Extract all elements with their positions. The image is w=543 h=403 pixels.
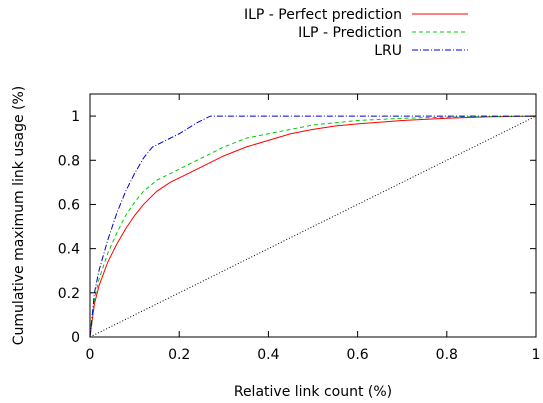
series-line-ilp-perfect-prediction bbox=[89, 115, 537, 338]
series-layer bbox=[89, 115, 537, 338]
x-tick-label: 0 bbox=[86, 347, 95, 363]
x-tick-label: 1 bbox=[532, 347, 541, 363]
legend-label: ILP - Prediction bbox=[298, 25, 402, 41]
y-tick-label: 0 bbox=[71, 330, 80, 346]
x-tick-label: 0.6 bbox=[346, 347, 368, 363]
y-tick-label: 0.8 bbox=[58, 153, 80, 169]
y-tick-label: 0.4 bbox=[58, 242, 80, 258]
x-axis-label: Relative link count (%) bbox=[234, 384, 392, 400]
y-axis-ticks: 0 0.2 0.4 0.6 0.8 1 bbox=[58, 109, 536, 346]
series-line-lru bbox=[89, 115, 536, 338]
legend-label: LRU bbox=[374, 43, 402, 59]
y-tick-label: 0.6 bbox=[58, 197, 80, 213]
y-tick-label: 0.2 bbox=[58, 286, 80, 302]
x-tick-label: 0.2 bbox=[168, 347, 190, 363]
plot-area bbox=[89, 93, 537, 338]
series-line-ilp-prediction bbox=[89, 115, 537, 338]
legend: ILP - Perfect prediction ILP - Prediction… bbox=[244, 7, 468, 59]
x-tick-label: 0.4 bbox=[257, 347, 279, 363]
legend-label: ILP - Perfect prediction bbox=[244, 7, 402, 23]
x-axis-ticks: 0 0.2 0.4 0.6 0.8 1 bbox=[86, 94, 541, 363]
plot-frame bbox=[89, 93, 537, 338]
y-axis-label: Cumulative maximum link usage (%) bbox=[11, 86, 27, 345]
y-tick-label: 1 bbox=[71, 109, 80, 125]
reference-diagonal-line bbox=[89, 115, 537, 338]
x-tick-label: 0.8 bbox=[436, 347, 458, 363]
